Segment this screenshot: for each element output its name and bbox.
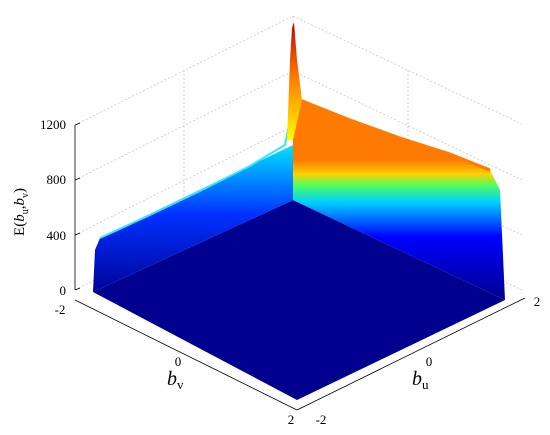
surface-peak (287, 22, 302, 140)
z-tick-label: 800 (47, 172, 67, 187)
surface-ridge-right (299, 98, 491, 172)
surface-wall-left (93, 145, 293, 292)
bv-tick-labels: -2 0 2 (55, 302, 295, 427)
z-tick-labels: 1200 800 400 0 (40, 117, 66, 298)
z-axis-label: E(bu,bv) (12, 188, 31, 236)
surface-ridge-left (99, 119, 291, 239)
bu-tick-label: 0 (426, 354, 433, 369)
surface-floor (93, 200, 505, 400)
bu-tick-label: 2 (534, 294, 541, 309)
surface (93, 22, 505, 400)
z-tick-marks (74, 122, 81, 291)
z-tick-label: 1200 (40, 117, 66, 132)
bv-tick-label: -2 (55, 302, 66, 317)
bv-tick-label: 0 (175, 354, 182, 369)
bv-axis-line (74, 299, 298, 411)
bv-axis-label: bv (167, 368, 184, 392)
bu-axis-line (296, 297, 526, 411)
bv-tick-label: 2 (288, 412, 295, 427)
bu-tick-labels: -2 0 2 (316, 294, 541, 427)
bu-axis-label: bu (412, 368, 429, 392)
surface-wall-right (293, 100, 505, 300)
bu-tick-label: -2 (316, 412, 327, 427)
z-tick-label: 0 (60, 283, 67, 298)
z-tick-label: 400 (47, 228, 67, 243)
